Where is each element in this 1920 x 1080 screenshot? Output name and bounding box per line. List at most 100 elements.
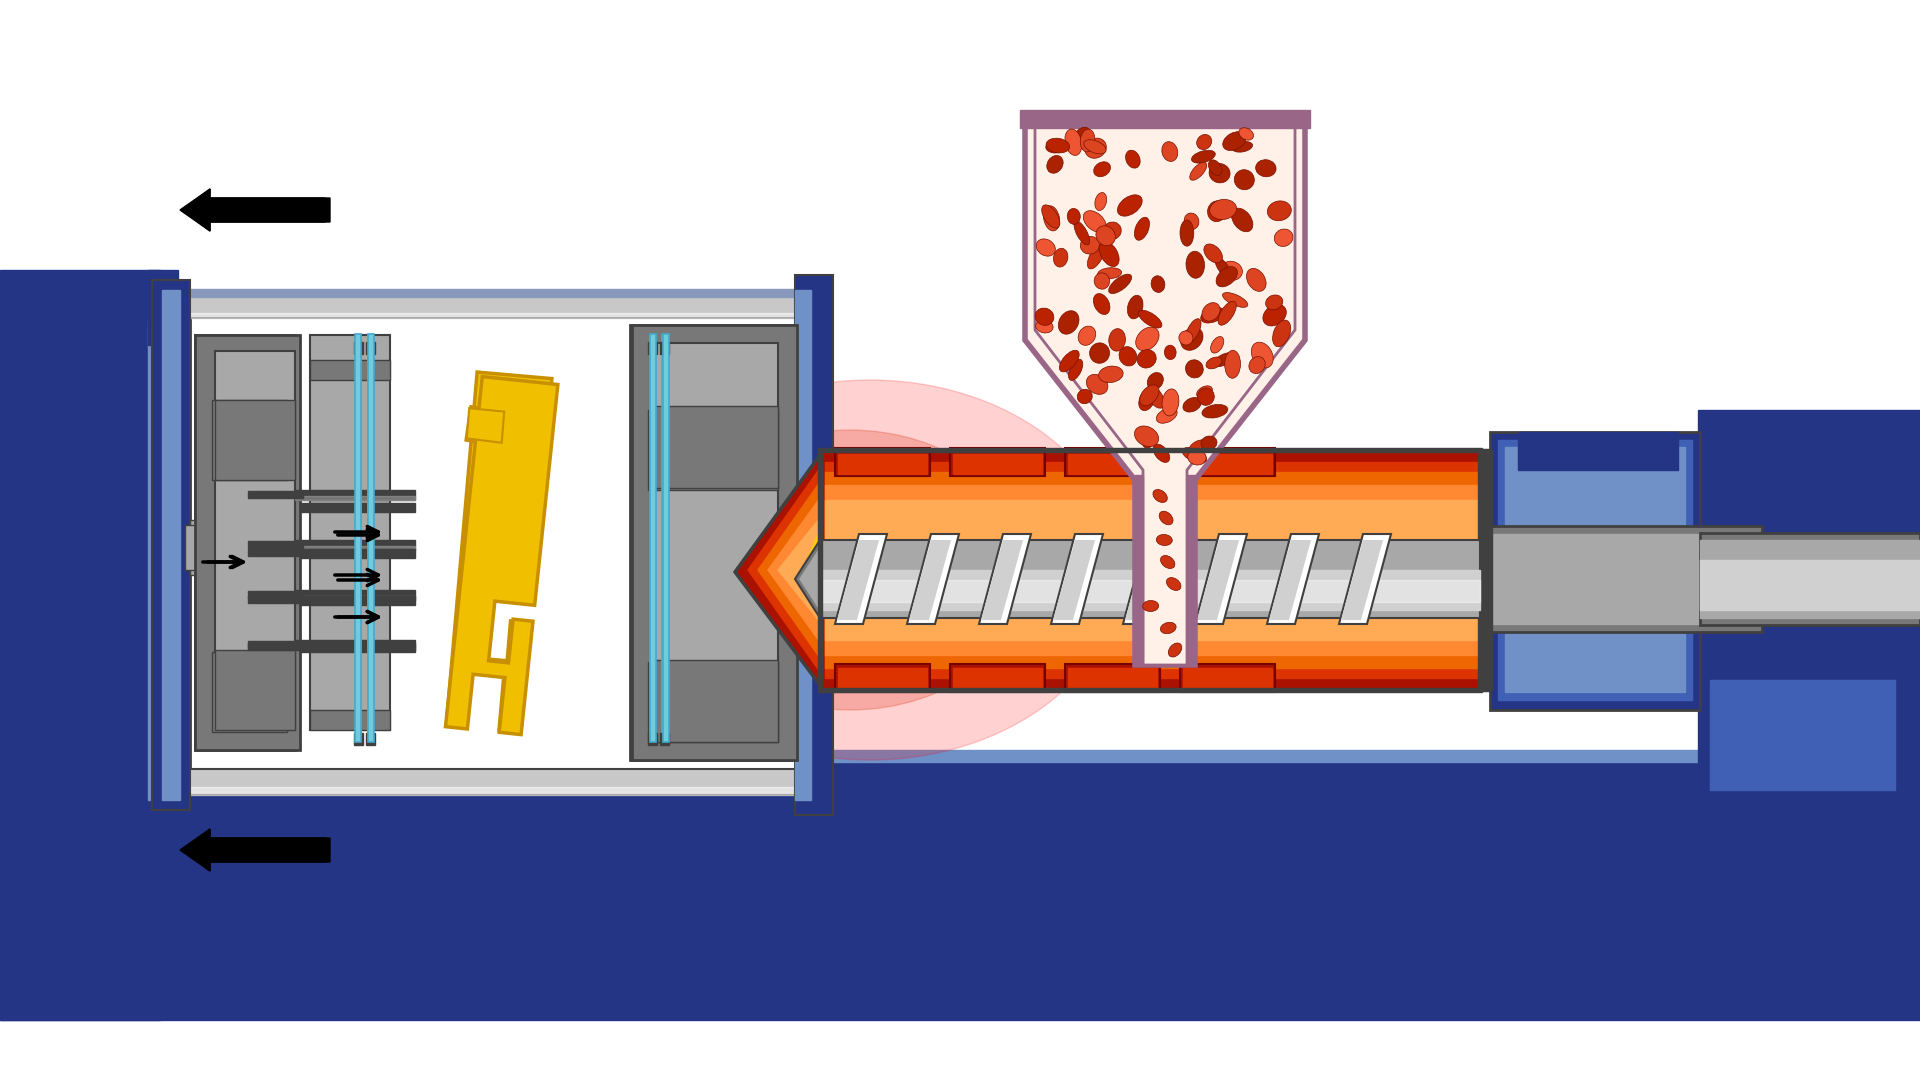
Ellipse shape bbox=[1215, 258, 1231, 276]
Ellipse shape bbox=[1096, 226, 1116, 246]
Ellipse shape bbox=[1066, 129, 1081, 156]
Bar bbox=[826, 472, 1482, 669]
Ellipse shape bbox=[1181, 220, 1194, 246]
Bar bbox=[952, 454, 1043, 474]
Bar bbox=[248, 591, 303, 598]
Bar bbox=[355, 335, 361, 745]
Bar bbox=[296, 640, 415, 650]
Ellipse shape bbox=[1060, 350, 1079, 372]
Bar bbox=[649, 410, 778, 490]
Ellipse shape bbox=[1200, 308, 1225, 323]
Ellipse shape bbox=[1225, 350, 1240, 378]
Ellipse shape bbox=[1167, 578, 1181, 591]
Ellipse shape bbox=[1235, 170, 1254, 190]
Ellipse shape bbox=[620, 380, 1119, 760]
Bar bbox=[367, 733, 374, 745]
Bar bbox=[353, 733, 363, 745]
Ellipse shape bbox=[1140, 384, 1160, 406]
Ellipse shape bbox=[1192, 150, 1215, 163]
Bar bbox=[1181, 448, 1275, 476]
Ellipse shape bbox=[670, 430, 1029, 710]
Bar bbox=[1181, 664, 1275, 692]
Bar bbox=[148, 320, 165, 800]
Ellipse shape bbox=[1148, 373, 1164, 390]
Bar bbox=[248, 642, 303, 648]
Ellipse shape bbox=[1094, 273, 1110, 289]
Ellipse shape bbox=[1200, 436, 1217, 449]
Polygon shape bbox=[1050, 534, 1102, 624]
Ellipse shape bbox=[1231, 208, 1254, 232]
Ellipse shape bbox=[1094, 162, 1110, 177]
FancyArrow shape bbox=[182, 189, 324, 231]
Bar bbox=[649, 342, 657, 354]
Bar bbox=[820, 570, 1480, 610]
Polygon shape bbox=[1269, 540, 1311, 620]
Ellipse shape bbox=[1265, 295, 1283, 310]
Ellipse shape bbox=[1156, 408, 1177, 423]
Ellipse shape bbox=[1208, 201, 1227, 221]
Bar bbox=[296, 590, 415, 600]
Polygon shape bbox=[801, 548, 820, 610]
Ellipse shape bbox=[1160, 622, 1177, 634]
Bar bbox=[148, 270, 179, 345]
Ellipse shape bbox=[1275, 229, 1292, 246]
Bar bbox=[1066, 664, 1160, 692]
Ellipse shape bbox=[1208, 160, 1221, 175]
Ellipse shape bbox=[1044, 206, 1060, 231]
Ellipse shape bbox=[1169, 643, 1183, 657]
Bar bbox=[826, 485, 1482, 654]
Bar bbox=[1135, 485, 1194, 665]
Ellipse shape bbox=[1046, 141, 1064, 153]
Bar bbox=[630, 325, 795, 760]
Bar bbox=[184, 525, 200, 570]
Ellipse shape bbox=[1083, 211, 1106, 232]
Ellipse shape bbox=[1213, 353, 1235, 366]
Bar bbox=[1482, 526, 1763, 632]
Ellipse shape bbox=[1267, 201, 1292, 220]
Bar bbox=[662, 335, 666, 745]
Bar bbox=[215, 650, 296, 730]
Ellipse shape bbox=[1185, 213, 1198, 230]
Bar bbox=[820, 448, 1482, 453]
Polygon shape bbox=[1338, 534, 1390, 624]
Ellipse shape bbox=[1179, 330, 1192, 345]
Polygon shape bbox=[735, 455, 820, 685]
Bar bbox=[1699, 561, 1920, 610]
Ellipse shape bbox=[1204, 244, 1223, 262]
Bar bbox=[369, 334, 374, 742]
Ellipse shape bbox=[1185, 319, 1202, 342]
Bar bbox=[196, 335, 296, 750]
Ellipse shape bbox=[1202, 405, 1227, 418]
Ellipse shape bbox=[1140, 430, 1152, 448]
Ellipse shape bbox=[1087, 375, 1108, 394]
Ellipse shape bbox=[1081, 237, 1100, 254]
Bar bbox=[211, 400, 286, 480]
Bar bbox=[161, 291, 180, 800]
Bar bbox=[1068, 669, 1158, 688]
Polygon shape bbox=[467, 406, 507, 446]
Bar bbox=[651, 343, 778, 742]
Bar bbox=[196, 335, 300, 750]
Ellipse shape bbox=[1190, 162, 1208, 180]
Ellipse shape bbox=[1162, 141, 1177, 161]
Bar bbox=[660, 733, 668, 745]
Ellipse shape bbox=[720, 470, 941, 670]
Ellipse shape bbox=[1046, 156, 1064, 173]
Bar bbox=[1183, 669, 1271, 688]
Bar bbox=[190, 519, 219, 575]
Polygon shape bbox=[835, 534, 887, 624]
Ellipse shape bbox=[1079, 326, 1096, 346]
Polygon shape bbox=[778, 518, 820, 622]
Ellipse shape bbox=[1092, 294, 1110, 314]
Polygon shape bbox=[812, 542, 820, 598]
Bar bbox=[820, 580, 1480, 602]
Ellipse shape bbox=[1135, 217, 1150, 240]
Polygon shape bbox=[749, 468, 820, 672]
Bar bbox=[1482, 534, 1763, 624]
Bar bbox=[1519, 432, 1678, 470]
Bar bbox=[211, 652, 286, 732]
Ellipse shape bbox=[1073, 221, 1091, 245]
Bar bbox=[649, 662, 778, 742]
Polygon shape bbox=[1035, 120, 1294, 665]
Bar bbox=[662, 334, 668, 742]
